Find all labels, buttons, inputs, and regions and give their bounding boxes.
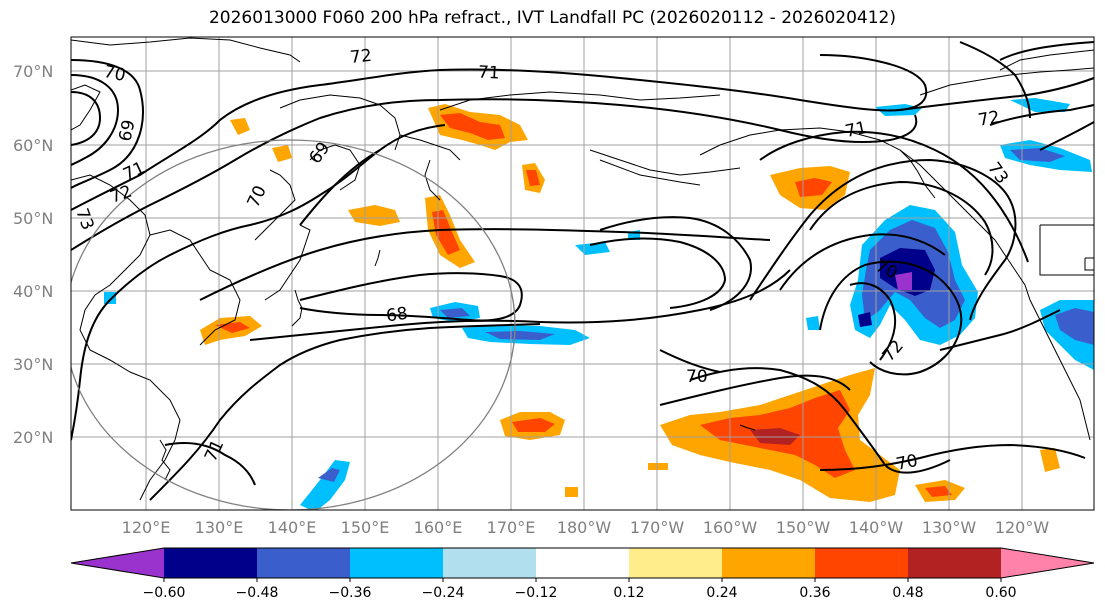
- contour-lines: [71, 41, 1094, 501]
- colorbar-bin: [350, 548, 444, 578]
- map-title: 2026013000 F060 200 hPa refract., IVT La…: [208, 8, 896, 28]
- lat-label: 60°N: [13, 136, 53, 155]
- colorbar-tick-label: 0.12: [613, 585, 644, 601]
- colorbar-bin: [71, 548, 164, 578]
- colorbar-tick-label: −0.12: [515, 585, 558, 601]
- colorbar-tick-label: 0.60: [985, 585, 1016, 601]
- colorbar-tick-label: 0.36: [799, 585, 830, 601]
- shading-negative: [104, 98, 1094, 510]
- colorbar-bin: [443, 548, 537, 578]
- contour-label: 70: [102, 62, 127, 86]
- lon-label: 130°W: [922, 518, 977, 537]
- colorbar-bin: [257, 548, 351, 578]
- contour-label: 72: [349, 46, 373, 68]
- colorbar-bin: [629, 548, 723, 578]
- colorbar-bin: [1001, 548, 1094, 578]
- colorbar-bin: [815, 548, 909, 578]
- colorbar-tick-label: −0.36: [329, 585, 372, 601]
- contour-label: 70: [686, 367, 708, 387]
- lon-label: 120°E: [122, 518, 171, 537]
- colorbar-tick-label: 0.48: [892, 585, 923, 601]
- contour-label: 71: [843, 118, 868, 142]
- lon-label: 130°E: [195, 518, 244, 537]
- lon-label: 150°E: [341, 518, 390, 537]
- colorbar-tick-label: 0.24: [706, 585, 737, 601]
- lon-label: 160°W: [703, 518, 758, 537]
- lon-label: 140°E: [268, 518, 317, 537]
- lon-label: 150°W: [776, 518, 831, 537]
- lat-label: 20°N: [13, 428, 53, 447]
- lon-label: 120°W: [995, 518, 1050, 537]
- lon-label: 170°E: [487, 518, 536, 537]
- contour-label: 71: [477, 62, 500, 83]
- colorbar-tick-label: −0.60: [143, 585, 186, 601]
- lon-label: 140°W: [849, 518, 904, 537]
- lat-label: 70°N: [13, 62, 53, 81]
- lat-label: 30°N: [13, 355, 53, 374]
- longitude-labels: 120°E 130°E 140°E 150°E 160°E 170°E 180°…: [122, 518, 1050, 537]
- lon-label: 180°W: [557, 518, 612, 537]
- colorbar-tick-label: −0.24: [422, 585, 465, 601]
- latitude-labels: 70°N 60°N 50°N 40°N 30°N 20°N: [13, 62, 53, 447]
- colorbar-bin: [722, 548, 816, 578]
- colorbar-tick-label: −0.48: [236, 585, 279, 601]
- graticule: [71, 37, 1094, 510]
- range-circle: [71, 139, 516, 510]
- lat-label: 50°N: [13, 209, 53, 228]
- map-frame: [70, 36, 1095, 511]
- colorbar: −0.60 −0.48 −0.36 −0.24 −0.12 0.12 0.24 0.36 0.4…: [70, 547, 1095, 601]
- contour-label: 69: [116, 118, 140, 143]
- colorbar-bin: [536, 548, 630, 578]
- contour-label: 68: [385, 304, 409, 327]
- colorbar-bin: [164, 548, 258, 578]
- contour-label: 72: [977, 107, 1002, 130]
- colorbar-bin: [908, 548, 1002, 578]
- contour-label: 70: [894, 451, 919, 475]
- lon-label: 170°W: [630, 518, 685, 537]
- lon-label: 160°E: [414, 518, 463, 537]
- lat-label: 40°N: [13, 282, 53, 301]
